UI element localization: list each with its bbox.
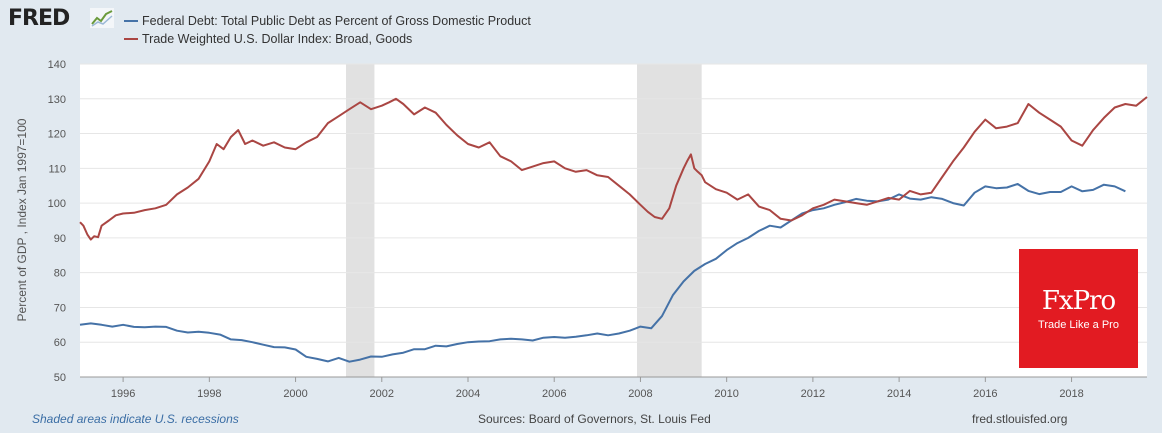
recession-note: Shaded areas indicate U.S. recessions: [32, 412, 239, 426]
y-tick-label-70: 70: [54, 302, 66, 314]
fxpro-brand: FxPro: [1041, 286, 1116, 316]
x-tick-label-2004: 2004: [456, 388, 480, 400]
x-tick-label-1996: 1996: [111, 388, 135, 400]
x-tick-label-2002: 2002: [370, 388, 394, 400]
recession-band-1: [636, 64, 702, 377]
site-link[interactable]: fred.stlouisfed.org: [972, 412, 1068, 426]
plot-area: [80, 64, 1147, 377]
x-tick-label-2012: 2012: [801, 388, 825, 400]
series-line-federal-debt: [79, 183, 1126, 363]
y-tick-label-100: 100: [48, 198, 66, 210]
x-tick-label-2016: 2016: [973, 388, 997, 400]
legend: Federal Debt: Total Public Debt as Perce…: [124, 12, 531, 48]
legend-label-dollar: Trade Weighted U.S. Dollar Index: Broad,…: [142, 32, 413, 46]
legend-swatch-dollar: [124, 38, 138, 40]
x-tick-label-2018: 2018: [1059, 388, 1083, 400]
y-tick-label-110: 110: [48, 163, 66, 175]
legend-item-dollar-index[interactable]: Trade Weighted U.S. Dollar Index: Broad,…: [124, 30, 531, 48]
fxpro-tagline: Trade Like a Pro: [1038, 319, 1119, 331]
x-tick-label-2006: 2006: [542, 388, 566, 400]
x-tick-label-2008: 2008: [628, 388, 652, 400]
series-line-dollar-index: [79, 96, 1148, 241]
y-tick-label-130: 130: [48, 94, 66, 106]
sources-text: Sources: Board of Governors, St. Louis F…: [478, 412, 711, 426]
fred-logo[interactable]: FRED: [8, 6, 70, 31]
legend-label-debt: Federal Debt: Total Public Debt as Perce…: [142, 14, 531, 28]
legend-swatch-debt: [124, 20, 138, 22]
legend-item-federal-debt[interactable]: Federal Debt: Total Public Debt as Perce…: [124, 12, 531, 30]
recession-band-0: [345, 64, 375, 377]
y-tick-label-50: 50: [54, 372, 66, 384]
y-tick-label-140: 140: [48, 59, 66, 71]
x-tick-label-2010: 2010: [714, 388, 738, 400]
y-tick-label-120: 120: [48, 129, 66, 141]
trend-chart-icon: [90, 8, 114, 28]
y-tick-label-90: 90: [54, 233, 66, 245]
x-tick-label-1998: 1998: [197, 388, 221, 400]
fxpro-watermark: FxPro Trade Like a Pro: [1019, 249, 1138, 368]
y-tick-label-60: 60: [54, 337, 66, 349]
x-tick-label-2014: 2014: [887, 388, 911, 400]
x-tick-label-2000: 2000: [283, 388, 307, 400]
y-tick-label-80: 80: [54, 268, 66, 280]
